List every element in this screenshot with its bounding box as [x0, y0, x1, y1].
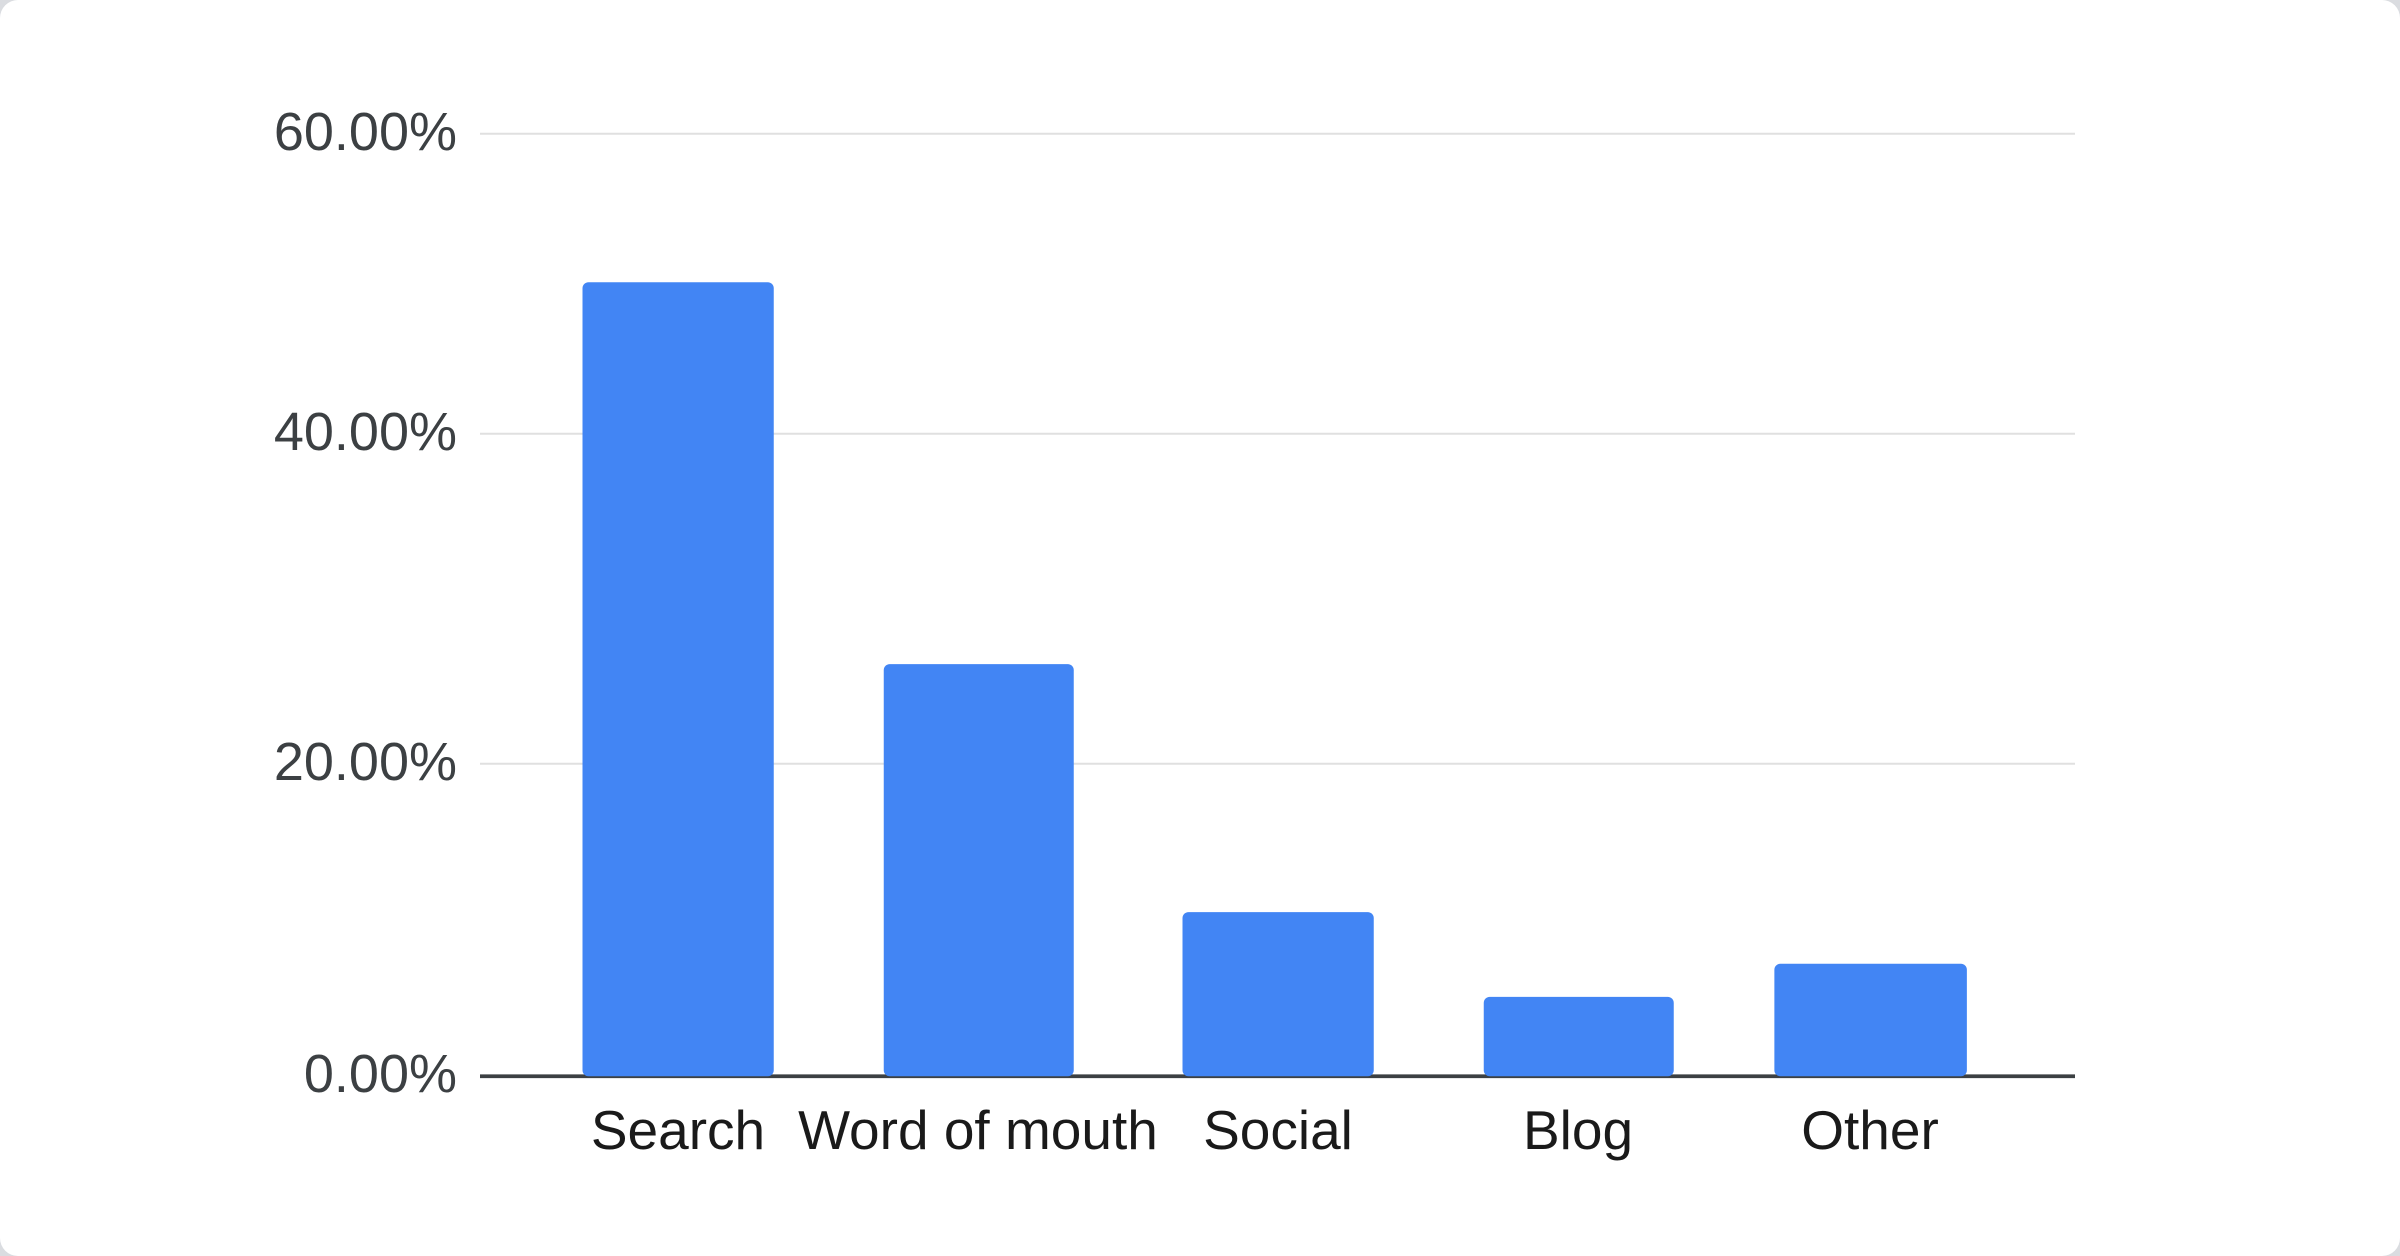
svg-text:Word of mouth: Word of mouth	[798, 1099, 1158, 1161]
svg-text:60.00%: 60.00%	[274, 102, 457, 162]
svg-text:40.00%: 40.00%	[274, 402, 457, 462]
svg-text:Other: Other	[1801, 1099, 1939, 1161]
svg-text:Social: Social	[1203, 1099, 1353, 1161]
svg-text:20.00%: 20.00%	[274, 732, 457, 792]
svg-text:0.00%: 0.00%	[304, 1044, 457, 1104]
svg-text:Blog: Blog	[1523, 1099, 1633, 1161]
svg-text:Search: Search	[591, 1099, 765, 1161]
